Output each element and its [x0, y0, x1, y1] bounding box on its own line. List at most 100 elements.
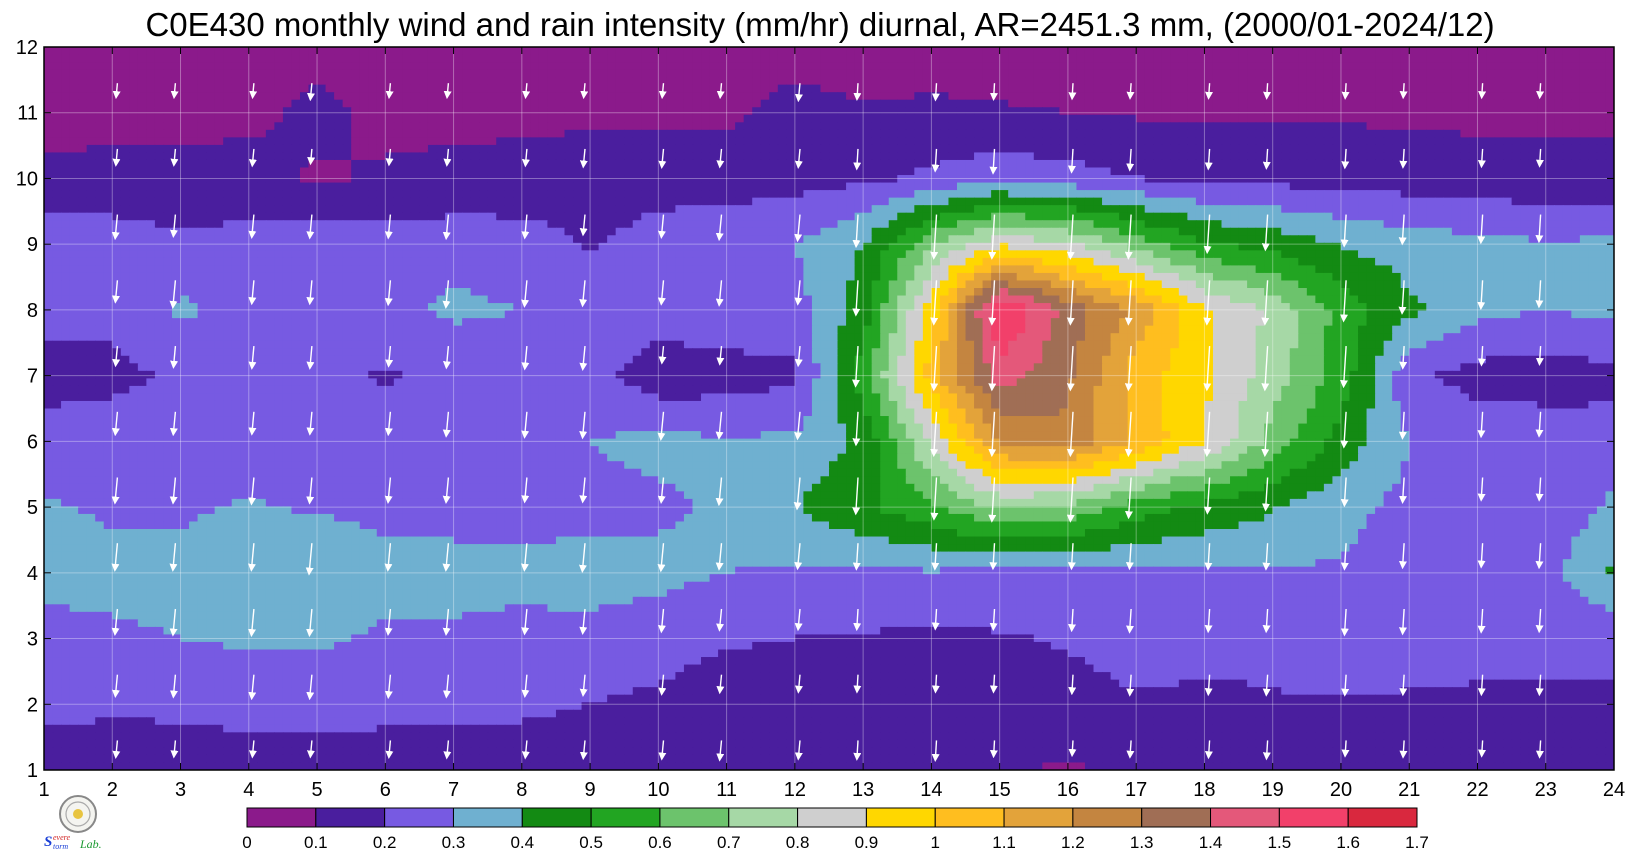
field-cell	[803, 77, 813, 86]
field-cell	[1340, 175, 1351, 184]
field-cell	[1119, 205, 1129, 214]
field-cell	[1076, 235, 1086, 244]
field-cell	[675, 69, 685, 78]
field-cell	[487, 144, 497, 154]
field-cell	[871, 129, 881, 138]
field-cell	[1050, 167, 1060, 176]
field-cell	[922, 114, 932, 123]
field-cell	[701, 152, 711, 161]
field-cell	[880, 84, 890, 93]
field-cell	[1366, 122, 1376, 131]
field-cell	[61, 92, 71, 101]
field-cell	[760, 77, 770, 86]
field-cell	[607, 242, 617, 251]
field-cell	[1033, 242, 1043, 251]
field-cell	[470, 159, 480, 169]
field-cell	[180, 77, 190, 86]
field-cell	[1383, 242, 1393, 251]
field-cell	[573, 220, 583, 229]
field-cell	[78, 250, 88, 259]
field-cell	[1375, 242, 1385, 251]
field-cell	[1358, 77, 1368, 86]
field-cell	[197, 129, 207, 138]
field-cell	[1187, 159, 1197, 169]
field-cell	[735, 62, 745, 71]
field-cell	[1238, 107, 1248, 116]
field-cell	[752, 62, 762, 71]
field-cell	[573, 205, 583, 214]
field-cell	[1119, 129, 1129, 138]
field-cell	[334, 190, 344, 199]
field-cell	[846, 197, 856, 206]
plot-area	[44, 47, 1614, 770]
field-cell	[462, 92, 472, 101]
field-cell	[803, 107, 813, 116]
field-cell	[683, 114, 694, 123]
field-cell	[1400, 197, 1410, 206]
field-cell	[487, 137, 497, 146]
field-cell	[726, 137, 736, 146]
field-cell	[248, 190, 258, 199]
field-cell	[95, 250, 105, 259]
field-cell	[317, 227, 327, 236]
field-cell	[581, 77, 591, 86]
field-cell	[496, 159, 506, 169]
field-cell	[914, 107, 924, 116]
field-cell	[1221, 182, 1231, 191]
field-cell	[974, 62, 984, 71]
field-cell	[1545, 84, 1555, 93]
field-cell	[607, 212, 617, 221]
field-cell	[1178, 122, 1188, 131]
field-cell	[103, 137, 113, 146]
field-cell	[1042, 69, 1052, 78]
field-cell	[880, 114, 890, 123]
field-cell	[368, 77, 378, 86]
field-cell	[1400, 137, 1410, 146]
field-cell	[453, 182, 463, 191]
field-cell	[291, 47, 301, 56]
field-cell	[1417, 129, 1427, 138]
field-cell	[999, 212, 1009, 221]
field-cell	[351, 152, 361, 161]
field-cell	[265, 77, 275, 86]
field-cell	[1161, 122, 1171, 131]
field-cell	[1281, 77, 1291, 86]
field-cell	[95, 114, 105, 123]
field-cell	[282, 99, 293, 108]
field-cell	[1451, 197, 1462, 206]
field-cell	[675, 227, 685, 236]
field-cell	[769, 159, 779, 169]
field-cell	[1434, 122, 1444, 131]
field-cell	[1238, 242, 1248, 251]
field-cell	[905, 137, 915, 146]
field-cell	[436, 54, 446, 63]
field-cell	[376, 205, 386, 214]
field-cell	[1503, 190, 1513, 199]
field-cell	[1136, 69, 1146, 78]
field-cell	[1315, 84, 1325, 93]
field-cell	[956, 62, 967, 71]
field-cell	[607, 92, 617, 101]
field-cell	[683, 190, 694, 199]
field-cell	[1289, 47, 1299, 56]
field-cell	[513, 212, 523, 221]
field-cell	[351, 144, 361, 154]
field-cell	[999, 92, 1009, 101]
field-cell	[171, 212, 182, 221]
field-cell	[171, 205, 182, 214]
field-cell	[376, 212, 386, 221]
field-cell	[530, 242, 540, 251]
field-cell	[666, 227, 677, 236]
field-cell	[1349, 107, 1359, 116]
field-cell	[462, 175, 472, 184]
field-cell	[299, 137, 310, 146]
field-cell	[905, 197, 915, 206]
field-cell	[154, 107, 165, 116]
field-cell	[1059, 227, 1069, 236]
field-cell	[718, 197, 728, 206]
field-cell	[769, 114, 779, 123]
field-cell	[974, 190, 984, 199]
field-cell	[1204, 235, 1214, 244]
field-cell	[1605, 190, 1614, 199]
field-cell	[95, 144, 105, 154]
